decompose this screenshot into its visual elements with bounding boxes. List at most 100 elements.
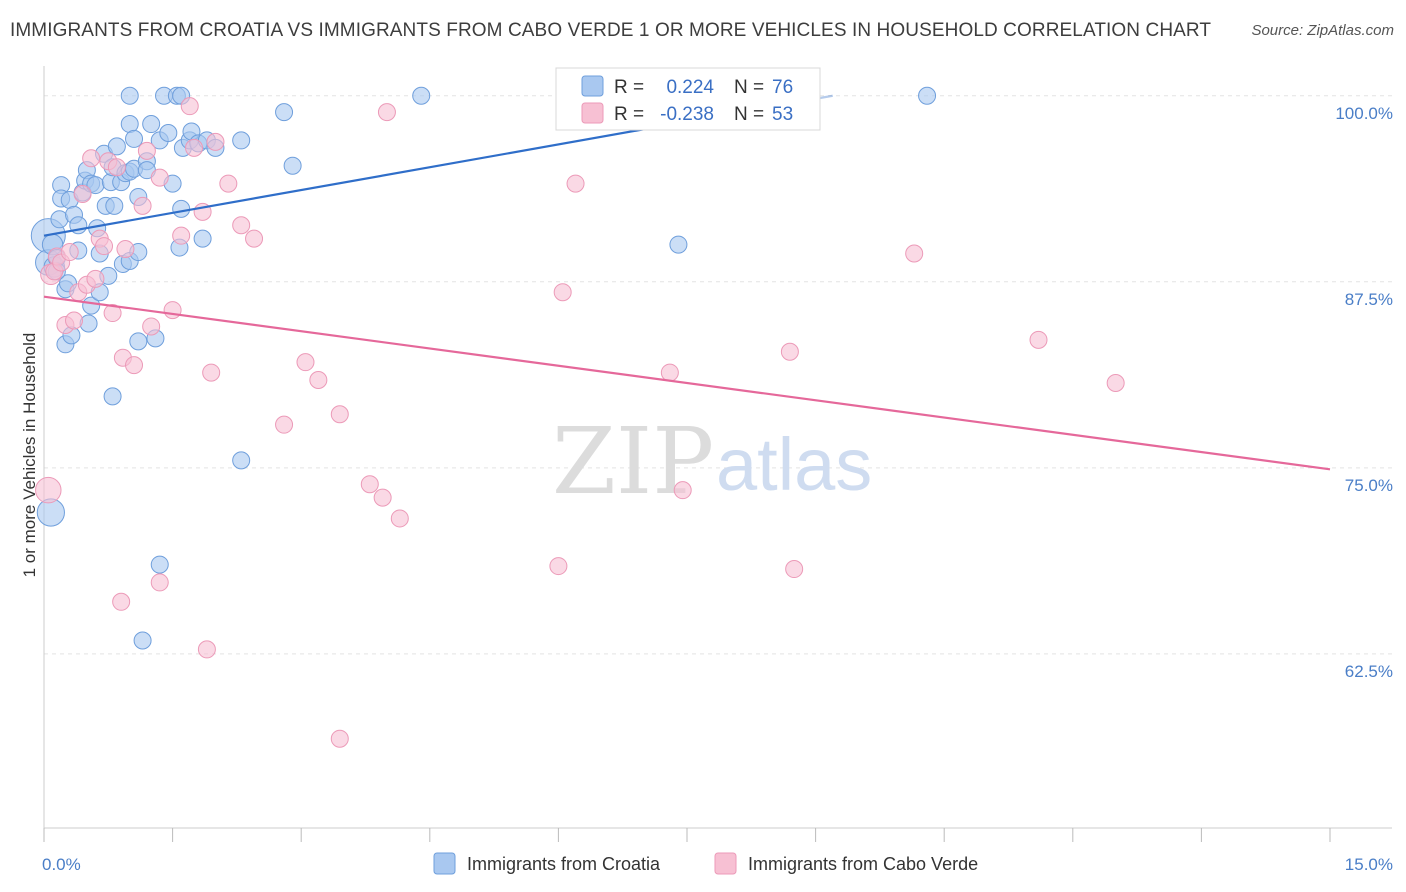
- caboverde-point-7: [65, 311, 84, 330]
- caboverde-point-42: [330, 729, 349, 748]
- legend-swatch-croatia: [433, 852, 456, 875]
- watermark: ZIP atlas: [552, 408, 872, 515]
- stats-r-value-croatia: 0.224: [666, 77, 714, 98]
- caboverde-point-16: [103, 304, 122, 323]
- caboverde-point-21: [125, 356, 144, 375]
- caboverde-point-23: [137, 141, 156, 160]
- watermark-atlas: atlas: [716, 423, 872, 506]
- stats-legend-swatch-croatia: [581, 75, 604, 97]
- caboverde-point-39: [296, 353, 315, 372]
- caboverde-point-29: [180, 97, 199, 116]
- caboverde-point-35: [219, 174, 238, 193]
- y-tick-label-1: 87.5%: [1345, 290, 1393, 309]
- croatia-point-20: [79, 314, 98, 333]
- croatia-point-53: [150, 555, 169, 574]
- caboverde-trend-line: [43, 295, 1331, 471]
- y-tick-label-0: 100.0%: [1335, 104, 1393, 123]
- caboverde-point-38: [275, 415, 294, 434]
- series-legend: Immigrants from Croatia Immigrants from …: [433, 852, 978, 875]
- caboverde-point-50: [660, 363, 679, 382]
- y-tick-label-3: 62.5%: [1345, 662, 1393, 681]
- croatia-point-70: [275, 103, 294, 122]
- croatia-point-55: [159, 123, 178, 142]
- caboverde-point-36: [232, 216, 251, 235]
- croatia-point-33: [105, 196, 124, 215]
- x-tick-label-1: 15.0%: [1345, 855, 1393, 874]
- croatia-point-50: [142, 115, 161, 134]
- caboverde-point-40: [309, 371, 328, 390]
- caboverde-point-14: [95, 237, 114, 256]
- caboverde-point-44: [373, 488, 392, 507]
- x-tick-label-0: 0.0%: [42, 855, 81, 874]
- caboverde-point-9: [73, 184, 92, 203]
- stats-n-value-croatia: 76: [772, 77, 793, 98]
- stats-n-label-caboverde: N =: [734, 104, 764, 125]
- croatia-point-43: [120, 115, 139, 134]
- caboverde-point-51: [673, 481, 692, 500]
- croatia-point-44: [125, 129, 144, 148]
- croatia-point-42: [120, 86, 139, 105]
- caboverde-point-41: [330, 405, 349, 424]
- croatia-point-34: [107, 137, 126, 156]
- caboverde-point-28: [172, 226, 191, 245]
- caboverde-point-17: [107, 158, 126, 177]
- stats-n-label-croatia: N =: [734, 77, 764, 98]
- source-credit: Source: ZipAtlas.com: [1251, 22, 1394, 39]
- caboverde-point-53: [785, 560, 804, 579]
- caboverde-point-56: [1106, 374, 1125, 393]
- stats-legend-swatch-caboverde: [581, 102, 604, 124]
- watermark-zip: ZIP: [552, 408, 714, 515]
- stats-r-value-caboverde: -0.238: [660, 104, 714, 125]
- croatia-point-32: [103, 387, 122, 406]
- croatia-point-71: [283, 156, 302, 175]
- caboverde-point-12: [86, 269, 105, 288]
- y-tick-labels: 100.0% 87.5% 75.0% 62.5%: [1335, 104, 1393, 681]
- caboverde-point-43: [360, 475, 379, 494]
- x-tick-labels: 0.0% 15.0%: [42, 855, 1393, 874]
- caboverde-point-6: [60, 243, 79, 262]
- caboverde-point-25: [150, 573, 169, 592]
- stats-r-label-caboverde: R =: [614, 104, 644, 125]
- croatia-point-69: [232, 451, 251, 470]
- caboverde-point-11: [82, 149, 101, 168]
- croatia-point-73: [669, 235, 688, 254]
- stats-legend: R = 0.224 N = 76 R = -0.238 N = 53: [555, 67, 821, 131]
- croatia-point-46: [129, 332, 148, 351]
- legend-swatch-caboverde: [714, 852, 737, 875]
- caboverde-point-18: [112, 592, 131, 611]
- croatia-point-65: [193, 229, 212, 248]
- caboverde-point-37: [245, 229, 264, 248]
- stats-n-value-caboverde: 53: [772, 104, 793, 125]
- caboverde-point-33: [202, 363, 221, 382]
- caboverde-point-27: [163, 301, 182, 320]
- caboverde-point-30: [185, 138, 204, 157]
- caboverde-point-52: [780, 342, 799, 361]
- croatia-point-60: [172, 199, 191, 218]
- caboverde-point-47: [549, 557, 568, 576]
- caboverde-point-54: [905, 244, 924, 263]
- caboverde-point-34: [206, 132, 225, 151]
- croatia-point-74: [918, 86, 937, 105]
- caboverde-point-24: [142, 317, 161, 336]
- croatia-point-72: [412, 86, 431, 105]
- caboverde-point-45: [377, 103, 396, 122]
- caboverde-point-48: [553, 283, 572, 302]
- croatia-point-47: [133, 631, 152, 650]
- legend-label-caboverde: Immigrants from Cabo Verde: [748, 854, 978, 874]
- y-axis-label: 1 or more Vehicles in Household: [20, 333, 39, 578]
- caboverde-point-0: [35, 476, 62, 504]
- caboverde-point-32: [197, 640, 216, 659]
- croatia-point-68: [232, 131, 251, 150]
- caboverde-point-49: [566, 174, 585, 193]
- axes: [43, 66, 1392, 842]
- gridlines: [44, 95, 1392, 655]
- y-tick-label-2: 75.0%: [1345, 476, 1393, 495]
- stats-r-label-croatia: R =: [614, 77, 644, 98]
- caboverde-point-55: [1029, 330, 1048, 349]
- caboverde-point-46: [390, 509, 409, 528]
- caboverde-point-20: [116, 240, 135, 259]
- chart-title: IMMIGRANTS FROM CROATIA VS IMMIGRANTS FR…: [10, 20, 1212, 41]
- caboverde-points: [35, 97, 1125, 748]
- caboverde-point-22: [133, 196, 152, 215]
